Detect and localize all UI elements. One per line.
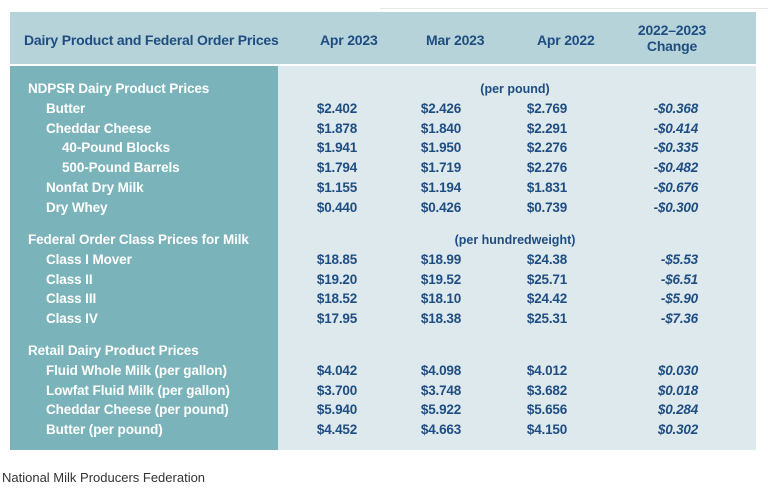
- change-cell: $0.284: [657, 402, 698, 418]
- change-cell: $0.302: [657, 422, 698, 438]
- table-title: Dairy Product and Federal Order Prices: [24, 32, 279, 48]
- column-header-change-years: 2022–2023: [637, 22, 707, 38]
- price-cell: $1.719: [420, 160, 461, 176]
- row-label: Cheddar Cheese: [46, 120, 152, 136]
- column-header-mar-2023: Mar 2023: [426, 32, 485, 48]
- change-cell: $0.030: [657, 362, 698, 378]
- price-cell: $25.71: [526, 271, 567, 287]
- price-cell: $1.950: [420, 140, 461, 156]
- source-caption: National Milk Producers Federation: [2, 470, 206, 485]
- row-label: Class IV: [46, 311, 98, 327]
- unit-label: (per pound): [480, 82, 550, 96]
- column-header-apr-2023: Apr 2023: [320, 32, 378, 48]
- price-cell: $1.840: [420, 120, 461, 136]
- price-cell: $24.42: [526, 291, 567, 307]
- change-cell: -$0.482: [653, 160, 699, 176]
- row-label: Class I Mover: [46, 251, 132, 267]
- column-header-change: 2022–2023 Change: [624, 22, 720, 54]
- price-cell: $1.878: [316, 120, 357, 136]
- price-cell: $1.794: [316, 160, 357, 176]
- column-header-apr-2022: Apr 2022: [537, 32, 595, 48]
- section-title: Retail Dairy Product Prices: [28, 343, 199, 358]
- change-cell: -$0.414: [653, 120, 699, 136]
- table-header: Dairy Product and Federal Order Prices A…: [10, 12, 756, 66]
- price-cell: $4.663: [420, 422, 461, 438]
- price-cell: $2.276: [526, 160, 567, 176]
- price-cell: $17.95: [316, 311, 357, 327]
- price-cell: $5.940: [316, 402, 357, 418]
- price-cell: $2.276: [526, 140, 567, 156]
- price-cell: $18.38: [420, 311, 461, 327]
- section-title: Federal Order Class Prices for Milk: [28, 232, 249, 247]
- section-title: NDPSR Dairy Product Prices: [28, 81, 210, 96]
- price-cell: $5.656: [526, 402, 567, 418]
- row-label: 500-Pound Barrels: [62, 160, 180, 176]
- price-cell: $4.042: [316, 362, 357, 378]
- change-cell: -$7.36: [660, 311, 698, 327]
- change-cell: -$6.51: [660, 271, 698, 287]
- price-cell: $5.922: [420, 402, 461, 418]
- price-cell: $1.831: [526, 180, 567, 195]
- row-label: Class III: [46, 291, 97, 307]
- change-cell: -$0.368: [653, 100, 699, 116]
- page-top-rule: [380, 0, 768, 9]
- price-cell: $18.85: [316, 251, 357, 267]
- price-cell: $24.38: [526, 251, 567, 267]
- change-cell: -$5.90: [660, 291, 698, 307]
- price-cell: $1.194: [420, 180, 461, 195]
- price-cell: $3.682: [526, 382, 567, 398]
- price-cell: $1.155: [316, 180, 357, 195]
- price-cell: $4.150: [526, 422, 567, 438]
- price-cell: $18.52: [316, 291, 357, 307]
- change-cell: -$5.53: [660, 251, 698, 267]
- dairy-prices-table: Dairy Product and Federal Order Prices A…: [10, 12, 756, 450]
- change-cell: -$0.676: [653, 180, 699, 195]
- unit-label: (per hundredweight): [454, 233, 576, 247]
- price-cell: $18.10: [420, 291, 461, 307]
- price-cell: $2.426: [420, 100, 461, 116]
- label-column: [10, 66, 278, 450]
- row-label: Lowfat Fluid Milk (per gallon): [46, 382, 230, 398]
- row-label: Dry Whey: [46, 199, 108, 215]
- row-label: Nonfat Dry Milk: [46, 180, 144, 195]
- row-label: Class II: [46, 271, 93, 287]
- price-cell: $25.31: [526, 311, 567, 327]
- price-cell: $2.291: [526, 120, 567, 136]
- row-label: Butter: [46, 100, 86, 116]
- price-cell: $4.452: [316, 422, 357, 438]
- price-cell: $4.098: [420, 362, 461, 378]
- price-cell: $19.20: [316, 271, 357, 287]
- change-cell: $0.018: [657, 382, 698, 398]
- price-cell: $2.402: [316, 100, 357, 116]
- change-cell: -$0.300: [653, 199, 699, 215]
- row-label: Cheddar Cheese (per pound): [46, 402, 229, 418]
- price-cell: $0.440: [316, 199, 357, 215]
- price-cell: $19.52: [420, 271, 461, 287]
- row-label: 40-Pound Blocks: [62, 140, 171, 156]
- price-cell: $1.941: [316, 140, 357, 156]
- row-label: Butter (per pound): [46, 422, 163, 438]
- price-cell: $2.769: [526, 100, 567, 116]
- price-cell: $18.99: [420, 251, 461, 267]
- price-cell: $3.700: [316, 382, 357, 398]
- price-cell: $0.426: [420, 199, 461, 215]
- change-cell: -$0.335: [653, 140, 699, 156]
- row-label: Fluid Whole Milk (per gallon): [46, 362, 227, 378]
- price-cell: $3.748: [420, 382, 461, 398]
- column-header-change-label: Change: [646, 38, 698, 54]
- price-cell: $4.012: [526, 362, 567, 378]
- price-cell: $0.739: [526, 199, 567, 215]
